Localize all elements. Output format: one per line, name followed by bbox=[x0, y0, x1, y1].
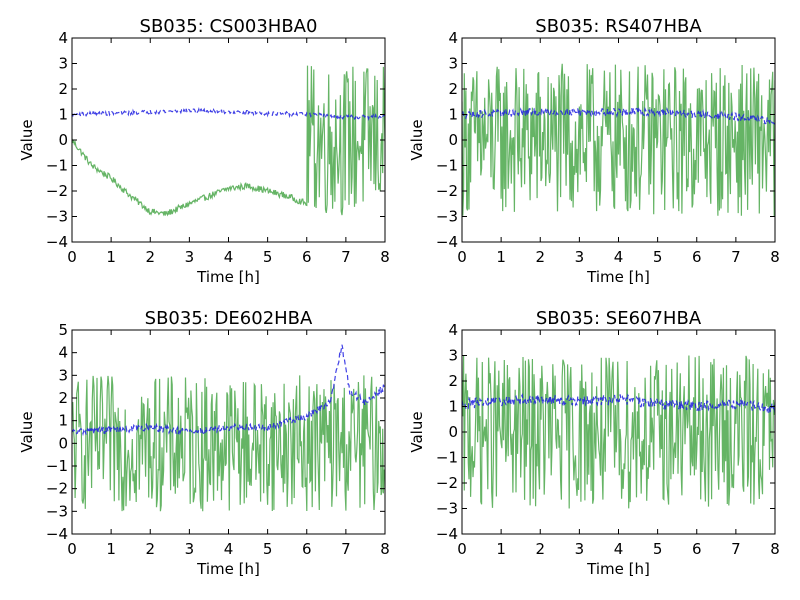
y-tick-label: 1 bbox=[58, 106, 68, 124]
y-axis-label: Value bbox=[18, 119, 36, 160]
y-tick-label: 4 bbox=[58, 344, 68, 362]
x-tick-label: 1 bbox=[496, 248, 506, 266]
x-tick-label: 7 bbox=[731, 540, 741, 558]
chart-title: SB035: SE607HBA bbox=[536, 308, 702, 329]
subplot-2: 0 1 2 3 4 5 6 7 8 −4 −3 −2 −1 0 1 2 3 4 SB035: RS407HBA Tim… bbox=[408, 16, 780, 286]
x-tick-label: 6 bbox=[302, 248, 312, 266]
y-tick-label: −3 bbox=[46, 208, 68, 226]
y-tick-label: −2 bbox=[436, 474, 458, 492]
chart-title: SB035: DE602HBA bbox=[145, 308, 313, 329]
x-tick-label: 3 bbox=[185, 540, 195, 558]
y-tick-label: −4 bbox=[436, 525, 458, 543]
y-tick-label: 3 bbox=[58, 55, 68, 73]
y-tick-label: 3 bbox=[58, 366, 68, 384]
x-tick-label: 6 bbox=[692, 248, 702, 266]
x-tick-label: 7 bbox=[341, 540, 351, 558]
y-tick-label: 0 bbox=[58, 131, 68, 149]
x-tick-label: 3 bbox=[575, 248, 585, 266]
x-tick-label: 4 bbox=[224, 248, 234, 266]
axes-frame bbox=[71, 37, 386, 243]
y-tick-label: 3 bbox=[448, 55, 458, 73]
series-solid-line bbox=[462, 63, 775, 217]
y-tick-label: −2 bbox=[436, 182, 458, 200]
x-tick-label: 4 bbox=[614, 540, 624, 558]
subplot-4: 0 1 2 3 4 5 6 7 8 −4 −3 −2 −1 0 1 2 3 4 SB035: SE607HBA Tim… bbox=[408, 308, 780, 578]
x-tick-label: 8 bbox=[770, 540, 780, 558]
x-tick-label: 4 bbox=[614, 248, 624, 266]
y-tick-label: 2 bbox=[58, 389, 68, 407]
series-solid-line bbox=[72, 375, 385, 512]
x-tick-label: 5 bbox=[653, 540, 663, 558]
y-tick-label: 1 bbox=[448, 106, 458, 124]
x-tick-label: 4 bbox=[224, 540, 234, 558]
y-tick-label: −3 bbox=[436, 208, 458, 226]
y-tick-label: −1 bbox=[436, 157, 458, 175]
x-tick-label: 0 bbox=[67, 248, 77, 266]
y-tick-label: 0 bbox=[448, 131, 458, 149]
y-tick-label: −1 bbox=[436, 449, 458, 467]
x-tick-label: 3 bbox=[185, 248, 195, 266]
series-solid-line bbox=[462, 355, 775, 509]
y-tick-label: −4 bbox=[46, 233, 68, 251]
x-tick-label: 2 bbox=[145, 248, 155, 266]
y-axis-label: Value bbox=[18, 411, 36, 452]
y-tick-label: 3 bbox=[448, 347, 458, 365]
chart-title: SB035: RS407HBA bbox=[535, 16, 702, 37]
y-tick-label: 1 bbox=[58, 412, 68, 430]
x-tick-label: 0 bbox=[457, 540, 467, 558]
x-tick-label: 1 bbox=[106, 248, 116, 266]
x-axis-label: Time [h] bbox=[196, 560, 260, 578]
x-tick-label: 7 bbox=[731, 248, 741, 266]
x-tick-label: 5 bbox=[653, 248, 663, 266]
x-axis-label: Time [h] bbox=[586, 560, 650, 578]
y-tick-label: 1 bbox=[448, 398, 458, 416]
y-tick-label: −2 bbox=[46, 480, 68, 498]
x-tick-label: 1 bbox=[106, 540, 116, 558]
subplot-1: 0 1 2 3 4 5 6 7 8 −4 −3 −2 −1 0 1 2 3 4 SB035: CS003HBA0 Ti… bbox=[18, 16, 390, 286]
y-tick-label: −4 bbox=[46, 525, 68, 543]
y-tick-label: 2 bbox=[448, 80, 458, 98]
x-tick-label: 3 bbox=[575, 540, 585, 558]
y-axis-label: Value bbox=[408, 411, 426, 452]
y-tick-label: 0 bbox=[58, 434, 68, 452]
x-tick-label: 5 bbox=[263, 540, 273, 558]
chart-title: SB035: CS003HBA0 bbox=[140, 16, 318, 37]
x-tick-label: 6 bbox=[302, 540, 312, 558]
series-dashed-line bbox=[462, 105, 775, 127]
y-tick-label: 4 bbox=[448, 321, 458, 339]
series-dashed-line bbox=[462, 392, 775, 414]
subplot-3: 0 1 2 3 4 5 6 7 8 −4 −3 −2 −1 0 1 2 3 4 5 SB035: DE602HBA Ti… bbox=[18, 308, 390, 578]
y-tick-label: 2 bbox=[448, 372, 458, 390]
y-tick-label: 4 bbox=[58, 29, 68, 47]
x-tick-label: 6 bbox=[692, 540, 702, 558]
x-tick-label: 2 bbox=[145, 540, 155, 558]
x-axis-label: Time [h] bbox=[586, 268, 650, 286]
y-tick-label: 4 bbox=[448, 29, 458, 47]
x-tick-label: 8 bbox=[380, 248, 390, 266]
y-tick-label: −2 bbox=[46, 182, 68, 200]
y-tick-label: 0 bbox=[448, 423, 458, 441]
y-tick-label: 5 bbox=[58, 321, 68, 339]
y-tick-label: 2 bbox=[58, 80, 68, 98]
y-tick-label: −1 bbox=[46, 457, 68, 475]
x-tick-label: 0 bbox=[457, 248, 467, 266]
series-solid-line bbox=[72, 65, 385, 217]
y-tick-label: −4 bbox=[436, 233, 458, 251]
x-tick-label: 8 bbox=[380, 540, 390, 558]
y-tick-label: −3 bbox=[436, 500, 458, 518]
y-tick-label: −1 bbox=[46, 157, 68, 175]
x-tick-label: 1 bbox=[496, 540, 506, 558]
x-tick-label: 2 bbox=[535, 540, 545, 558]
x-tick-label: 2 bbox=[535, 248, 545, 266]
x-tick-label: 5 bbox=[263, 248, 273, 266]
x-axis-label: Time [h] bbox=[196, 268, 260, 286]
series-dashed-line bbox=[72, 344, 385, 437]
x-tick-label: 7 bbox=[341, 248, 351, 266]
x-tick-label: 8 bbox=[770, 248, 780, 266]
y-tick-label: −3 bbox=[46, 502, 68, 520]
y-axis-label: Value bbox=[408, 119, 426, 160]
x-tick-label: 0 bbox=[67, 540, 77, 558]
series-dashed-line bbox=[72, 106, 385, 121]
